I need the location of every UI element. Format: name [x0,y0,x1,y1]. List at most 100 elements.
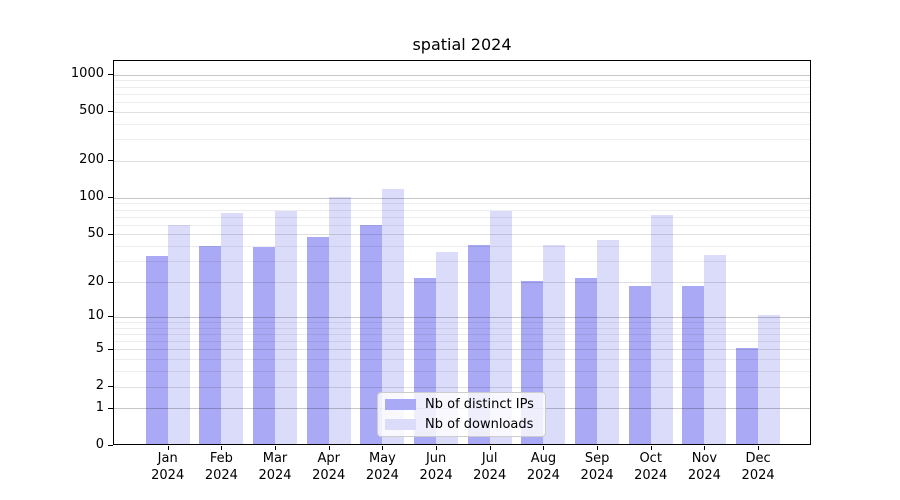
gridline [114,74,810,76]
legend-swatch-downloads [385,419,416,430]
legend: Nb of distinct IPs Nb of downloads [377,392,546,437]
bar-downloads [758,315,781,444]
y-tick [108,386,113,387]
bar-downloads [275,211,298,444]
gridline [114,101,810,103]
y-tick-label: 50 [87,225,104,241]
x-tick [597,446,599,450]
gridline [114,123,810,125]
gridline [114,197,810,199]
x-tick-label: Jun 2024 [419,451,453,483]
gridline [114,224,810,226]
gridline [114,349,810,351]
y-tick-label: 5 [95,340,104,356]
x-tick-label: Aug 2024 [526,451,560,483]
y-tick [108,111,113,113]
x-tick [704,446,706,450]
x-tick [489,446,491,450]
gridline [114,246,810,248]
gridline [114,139,810,140]
gridline [114,371,810,373]
gridline [114,209,810,211]
x-tick-label: Nov 2024 [687,451,721,483]
bar-downloads [489,210,512,444]
x-tick [221,446,223,450]
bar-downloads [328,197,351,444]
y-tick-label: 1 [95,399,104,415]
y-tick [108,74,113,75]
x-tick [650,446,652,450]
gridline [114,80,810,82]
x-tick [167,446,169,450]
y-tick [108,445,113,446]
x-tick-label: May 2024 [365,451,399,483]
bar-distinct-ips [145,256,168,444]
y-tick [108,281,113,283]
x-tick [275,446,276,450]
x-tick-label: Jan 2024 [151,451,185,483]
y-tick-label: 1000 [70,66,104,81]
bar-distinct-ips [199,245,222,444]
legend-label-distinct-ips: Nb of distinct IPs [425,397,534,412]
y-tick [108,348,113,350]
gridline [114,359,810,361]
x-tick-label: Mar 2024 [258,451,292,483]
legend-item-downloads: Nb of downloads [385,417,538,432]
y-tick [108,233,113,235]
bar-downloads [221,212,244,444]
bar-distinct-ips [682,285,705,444]
gridline [114,316,810,318]
gridline [114,321,810,323]
gridline [114,216,810,218]
grid-layer [114,61,810,444]
gridline [114,327,810,329]
gridline [114,234,810,236]
gridline [114,333,810,335]
y-tick-label: 200 [79,152,104,168]
y-tick-label: 20 [87,273,104,289]
bar-distinct-ips [253,247,276,444]
x-tick [382,446,384,450]
x-tick-label: Sep 2024 [580,451,614,483]
y-tick [108,316,113,318]
gridline [114,160,810,162]
y-tick-label: 10 [87,308,104,324]
bar-downloads [650,215,673,444]
gridline [114,203,810,205]
y-tick [108,407,113,409]
bar-downloads [167,225,190,444]
bar-downloads [597,239,620,444]
gridline [114,386,810,388]
gridline [114,282,810,283]
y-tick-label: 2 [95,378,104,393]
gridline [114,86,810,88]
legend-label-downloads: Nb of downloads [425,417,534,432]
x-tick [758,446,760,450]
bar-distinct-ips [736,347,759,444]
gridline [114,261,810,263]
x-tick-label: Dec 2024 [741,451,775,483]
x-tick [328,446,330,450]
x-tick-label: Oct 2024 [634,451,668,483]
y-tick-label: 100 [79,189,104,205]
legend-swatch-distinct-ips [385,399,416,410]
plot-area [113,60,811,445]
y-tick-label: 500 [79,103,104,119]
gridline [114,111,810,113]
x-tick [436,446,438,450]
bar-distinct-ips [306,237,329,444]
y-tick [108,197,113,199]
bar-distinct-ips [575,278,598,444]
bar-downloads [704,254,727,444]
bar-distinct-ips [360,225,383,444]
y-tick [108,160,113,162]
legend-item-distinct-ips: Nb of distinct IPs [385,397,538,412]
chart-title: spatial 2024 [412,35,512,54]
x-tick-label: Jul 2024 [473,451,507,483]
x-tick-label: Feb 2024 [204,451,238,483]
gridline [114,341,810,342]
x-tick-label: Apr 2024 [312,451,346,483]
bar-downloads [543,244,566,444]
gridline [114,93,810,95]
